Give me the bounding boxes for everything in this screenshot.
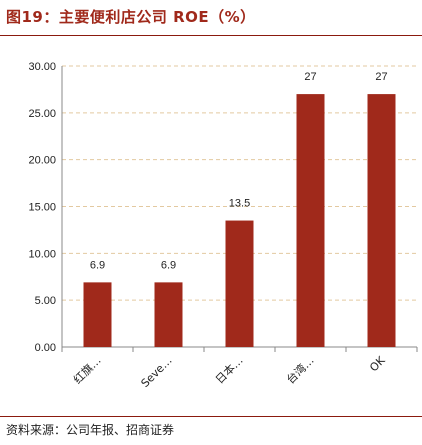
- y-tick-label: 30.00: [28, 61, 56, 73]
- data-label: 27: [304, 71, 316, 83]
- category-label: OK: [367, 353, 388, 374]
- data-label: 6.9: [90, 259, 105, 271]
- title-divider: [0, 35, 422, 36]
- y-tick-label: 25.00: [28, 108, 56, 120]
- bar: [83, 282, 112, 347]
- y-tick-label: 0.00: [35, 342, 56, 354]
- bar: [225, 220, 254, 347]
- bar: [296, 94, 325, 347]
- y-tick-label: 15.00: [28, 202, 56, 214]
- category-label: 台湾…: [283, 353, 316, 386]
- bar: [154, 282, 183, 347]
- data-label: 27: [375, 71, 387, 83]
- data-label: 6.9: [161, 259, 176, 271]
- category-label: 红旗…: [70, 353, 103, 386]
- category-label: 日本…: [212, 353, 245, 386]
- category-label: Seve…: [139, 354, 175, 390]
- y-tick-label: 5.00: [35, 295, 56, 307]
- bar: [367, 94, 396, 347]
- chart-title: 图19：主要便利店公司 ROE（%）: [6, 8, 256, 26]
- y-tick-label: 20.00: [28, 155, 56, 167]
- source-divider: [0, 416, 422, 417]
- data-label: 13.5: [229, 198, 250, 210]
- source-note: 资料来源：公司年报、招商证券: [6, 423, 175, 437]
- y-tick-label: 10.00: [28, 248, 56, 260]
